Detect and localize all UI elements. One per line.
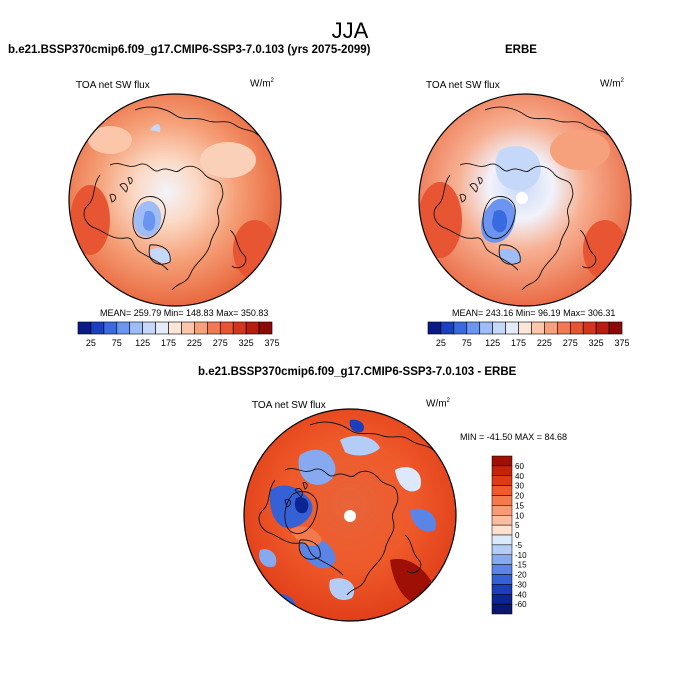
panel3-variable: TOA net SW flux: [252, 400, 326, 411]
colorbar-swatch: [168, 321, 182, 335]
colorbar-tick-label: 325: [239, 338, 254, 348]
colorbar-swatch: [232, 321, 247, 335]
diff-colorbar-swatch: [491, 515, 513, 526]
colorbar-swatch: [531, 321, 545, 335]
diff-colorbar-tick-label: -5: [515, 541, 523, 550]
colorbar-tick-label: 175: [161, 338, 176, 348]
diff-colorbar-tick-label: -60: [515, 600, 527, 609]
panel2-polar-map: [418, 93, 632, 307]
colorbar-swatch: [505, 321, 519, 335]
diff-colorbar-swatch: [491, 495, 513, 506]
panel1-variable: TOA net SW flux: [76, 80, 150, 91]
diff-colorbar-tick-label: 60: [515, 462, 524, 471]
diff-colorbar-swatch: [491, 485, 513, 496]
diff-colorbar-swatch: [491, 603, 513, 615]
colorbar-swatch: [569, 321, 584, 335]
colorbar-tick-label: 25: [86, 338, 96, 348]
colorbar-swatch: [219, 321, 234, 335]
colorbar-tick-label: 75: [462, 338, 472, 348]
colorbar-tick-label: 225: [187, 338, 202, 348]
panel1-units: W/m2: [250, 78, 274, 90]
diff-colorbar-tick-label: 20: [515, 492, 524, 501]
colorbar-swatch: [557, 321, 571, 335]
colorbar-tick-label: 325: [589, 338, 604, 348]
diff-colorbar-tick-label: 5: [515, 521, 520, 530]
colorbar-swatch: [518, 321, 532, 335]
season-title: JJA: [331, 18, 369, 43]
diff-colorbar-tick-label: -20: [515, 571, 527, 580]
panel1-title: b.e21.BSSP370cmip6.f09_g17.CMIP6-SSP3-7.…: [8, 44, 371, 56]
diff-colorbar-tick-label: -40: [515, 590, 527, 599]
diff-colorbar-swatch: [491, 554, 513, 565]
colorbar-tick-label: 275: [213, 338, 228, 348]
diff-colorbar-swatch: [491, 594, 513, 605]
diff-colorbar-tick-label: -15: [515, 561, 527, 570]
colorbar-swatch: [194, 321, 208, 335]
colorbar-tick-label: 275: [563, 338, 578, 348]
diff-colorbar-swatch: [491, 465, 513, 476]
diff-colorbar-tick-label: 10: [515, 511, 524, 520]
diff-colorbar-swatch: [491, 475, 513, 486]
colorbar-swatch: [90, 321, 105, 335]
colorbar-swatch: [466, 321, 481, 335]
diff-colorbar-tick-label: 0: [515, 531, 520, 540]
panel2-title: ERBE: [505, 44, 537, 56]
diff-colorbar-swatch: [491, 524, 513, 536]
panel1-colorbar: 25 75 125 175 225 275 325 375: [77, 321, 280, 348]
colorbar-tick-label: 25: [436, 338, 446, 348]
colorbar-tick-label: 375: [264, 338, 279, 348]
colorbar-tick-label: 375: [614, 338, 629, 348]
panel2-variable: TOA net SW flux: [426, 80, 500, 91]
panel2-colorbar: 25 75 125 175 225 275 325 375: [427, 321, 630, 348]
diff-colorbar-tick-label: -10: [515, 551, 527, 560]
diff-colorbar-swatch: [491, 505, 513, 516]
panel3-stats: MIN = -41.50 MAX = 84.68: [460, 432, 568, 442]
colorbar-swatch: [440, 321, 455, 335]
panel1-polar-map: [68, 93, 282, 307]
panel2-units: W/m2: [600, 78, 624, 90]
diff-colorbar-swatch: [491, 544, 513, 555]
colorbar-tick-label: 225: [537, 338, 552, 348]
diff-colorbar-tick-label: 30: [515, 482, 524, 491]
colorbar-swatch: [492, 321, 506, 335]
colorbar-swatch: [479, 321, 493, 335]
colorbar-swatch: [608, 321, 623, 335]
colorbar-swatch: [544, 321, 558, 335]
diff-colorbar-tick-label: 40: [515, 472, 524, 481]
panel3-units: W/m2: [426, 398, 450, 410]
panel1-stats: MEAN= 259.79 Min= 148.83 Max= 350.83: [100, 308, 269, 318]
colorbar-swatch: [258, 321, 273, 335]
diff-colorbar-swatch: [491, 564, 513, 575]
colorbar-swatch: [129, 321, 143, 335]
colorbar-swatch: [181, 321, 195, 335]
colorbar-swatch: [245, 321, 260, 335]
colorbar-swatch: [595, 321, 610, 335]
diff-colorbar-swatch: [491, 584, 513, 595]
colorbar-swatch: [582, 321, 597, 335]
colorbar-swatch: [453, 321, 468, 335]
colorbar-swatch: [207, 321, 221, 335]
colorbar-swatch: [103, 321, 118, 335]
panel3-title: b.e21.BSSP370cmip6.f09_g17.CMIP6-SSP3-7.…: [198, 366, 517, 378]
diff-colorbar-swatch: [491, 455, 513, 467]
colorbar-tick-label: 125: [135, 338, 150, 348]
colorbar-swatch: [142, 321, 156, 335]
colorbar-swatch: [77, 321, 92, 335]
diff-colorbar-swatch: [491, 534, 513, 546]
panel3-polar-map: [243, 408, 457, 622]
diff-colorbar-tick-label: -30: [515, 580, 527, 589]
colorbar-tick-label: 75: [112, 338, 122, 348]
colorbar-tick-label: 175: [511, 338, 526, 348]
diff-colorbar-swatch: [491, 574, 513, 585]
colorbar-swatch: [116, 321, 131, 335]
diff-colorbar-tick-label: 15: [515, 501, 524, 510]
panel2-stats: MEAN= 243.16 Min= 96.19 Max= 306.31: [452, 308, 616, 318]
colorbar-tick-label: 125: [485, 338, 500, 348]
colorbar-swatch: [155, 321, 169, 335]
colorbar-swatch: [427, 321, 442, 335]
